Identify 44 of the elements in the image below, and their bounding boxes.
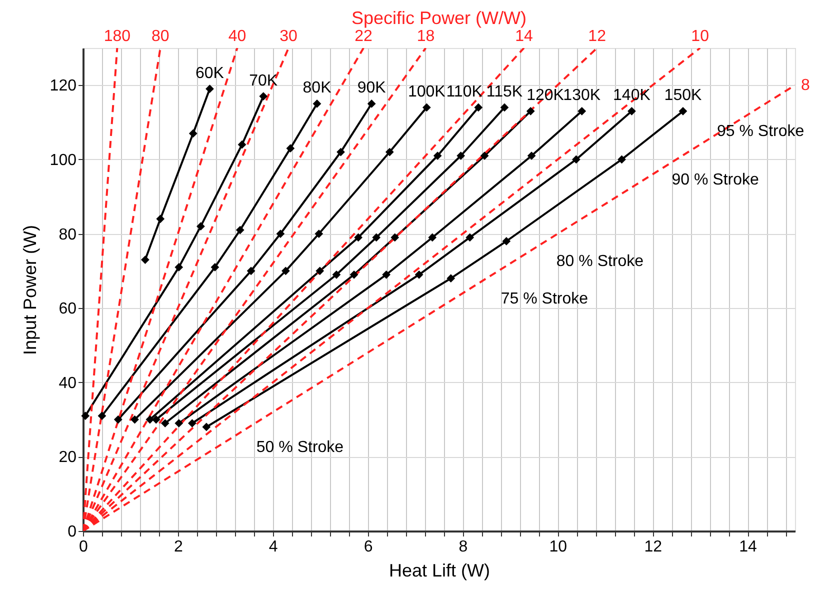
y-tick-label: 80 [58, 226, 77, 244]
series-label: 130K [563, 87, 601, 104]
y-tick-label: 60 [58, 300, 77, 318]
x-tick-label: 0 [79, 538, 88, 556]
series-label: 150K [664, 87, 702, 104]
y-tick-label: 20 [58, 449, 77, 466]
series-label: 12 [588, 28, 606, 45]
series-label: 22 [354, 28, 373, 45]
x-tick-label: 14 [739, 538, 758, 556]
series-label: 60K [196, 64, 224, 82]
series-label: 70K [249, 72, 278, 90]
y-axis-title: Input Power (W) [20, 224, 40, 356]
series-label: 18 [416, 28, 435, 45]
x-tick-label: 12 [644, 538, 662, 556]
x-tick-label: 4 [268, 538, 278, 556]
x-tick-label: 8 [458, 538, 468, 556]
series-label: 80K [302, 80, 332, 97]
y-tick-label: 40 [58, 374, 77, 392]
series-label: 120K [526, 87, 564, 104]
series-label: 90K [357, 80, 386, 97]
x-tick-label: 6 [364, 538, 373, 556]
chart-title: Specific Power (W/W) [351, 8, 527, 28]
series-label: 8 [801, 77, 810, 94]
series-label: 115K [486, 83, 523, 100]
annotation: 50 % Stroke [256, 438, 344, 456]
series-label: 14 [515, 28, 533, 45]
x-tick-label: 2 [174, 538, 183, 556]
series-label: 40 [228, 28, 246, 45]
y-tick-label: 120 [50, 78, 77, 95]
series-label: 180 [104, 28, 131, 45]
series-label: 110K [446, 83, 483, 100]
annotation: 90 % Stroke [672, 171, 760, 188]
annotation: 80 % Stroke [556, 253, 644, 270]
annotation: 75 % Stroke [500, 290, 588, 308]
series-label: 100K [408, 83, 446, 100]
series-label: 80 [151, 28, 170, 45]
series-label: 10 [691, 28, 710, 45]
y-tick-label: 100 [50, 152, 77, 169]
series-label: 140K [613, 87, 651, 104]
x-axis-title: Heat Lift (W) [388, 560, 490, 580]
x-tick-label: 10 [549, 538, 568, 556]
annotation: 95 % Stroke [717, 123, 804, 140]
y-tick-label: 0 [68, 524, 77, 540]
series-label: 30 [280, 28, 298, 45]
